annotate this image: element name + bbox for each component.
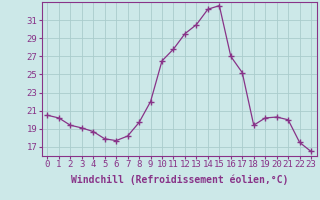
X-axis label: Windchill (Refroidissement éolien,°C): Windchill (Refroidissement éolien,°C) — [70, 175, 288, 185]
